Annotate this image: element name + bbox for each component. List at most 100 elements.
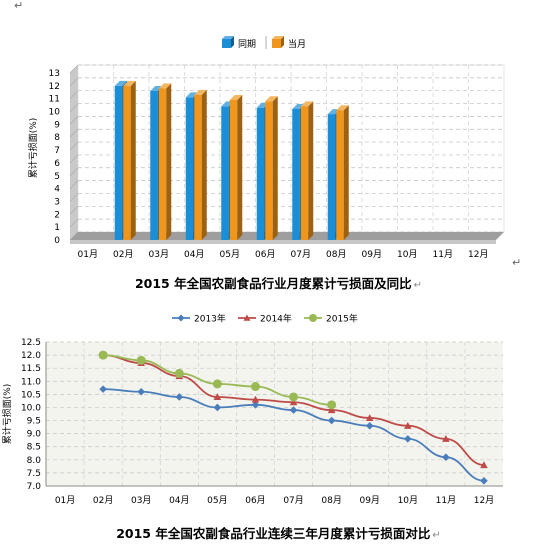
bar-current-top (300, 101, 314, 107)
bar-prior-front (114, 85, 123, 240)
y-axis-title: 累计亏损面(%) (27, 118, 39, 179)
line-chart-caption-text: 2015 年全国农副食品行业连续三年月度累计亏损面对比 (116, 526, 431, 541)
bar-current-top (336, 105, 349, 111)
bar-current-top (265, 96, 278, 102)
bar-prior-top (185, 92, 199, 98)
line-chart-panel: 7.0 7.5 8.0 8.5 9.0 9.5 10.0 10.5 11.0 11.5 12.0 12… (0, 304, 528, 516)
return-mark-top: ↵ (14, 0, 24, 12)
series-point-1 (327, 406, 336, 414)
series-point-2 (327, 400, 337, 410)
y-tick-label: 3 (54, 197, 60, 207)
legend-label: 2013年 (194, 313, 226, 325)
line-chart: 7.0 7.5 8.0 8.5 9.0 9.5 10.0 10.5 11.0 11.5 12.0 12… (1, 313, 503, 506)
x-tick-label: 06月 (245, 495, 265, 506)
y-tick-label: 9.5 (27, 417, 41, 427)
legend-marker-1 (243, 314, 251, 321)
x-tick-label: 05月 (207, 495, 227, 506)
y-tick-label: 7 (54, 146, 60, 156)
series-point-1 (213, 393, 222, 401)
bar-prior-front (292, 108, 300, 240)
y-tick-label: 5 (54, 172, 60, 182)
bar-prior-front (327, 114, 336, 240)
bar-current-front (336, 110, 344, 240)
caption1-return-mark: ↵ (413, 280, 423, 291)
bar-prior-front (150, 90, 158, 240)
y-tick-label: 7.0 (27, 482, 42, 492)
x-tick-label: 01月 (78, 249, 98, 260)
x-tick-label: 03月 (131, 495, 151, 506)
y-tick-label: 11.5 (21, 364, 41, 374)
bar-current-front (229, 99, 238, 240)
bar-current-front (194, 94, 202, 240)
side-gridline (69, 141, 79, 151)
legend-label: 2015年 (326, 313, 358, 325)
bar-prior-top (114, 80, 128, 86)
bar-current-front (123, 85, 131, 240)
y-tick-label: 1 (54, 223, 60, 233)
side-gridline (69, 154, 79, 164)
bar-current-front (300, 106, 309, 241)
side-gridline (69, 64, 79, 74)
x-tick-label: 09月 (359, 495, 379, 506)
side-gridline (69, 103, 79, 112)
bar-prior-front (256, 107, 265, 240)
series-point-2 (289, 392, 299, 402)
x-tick-label: 02月 (113, 249, 133, 260)
line-chart-caption: 2015 年全国农副食品行业连续三年月度累计亏损面对比 ↵ (0, 523, 557, 542)
floor-front (70, 240, 496, 244)
y-tick-label: 10.0 (21, 403, 41, 413)
x-tick-label: 07月 (291, 249, 311, 260)
y-tick-label: 10 (49, 108, 61, 118)
series-point-0 (480, 476, 488, 485)
x-tick-label: 02月 (93, 495, 113, 506)
side-gridline (69, 193, 79, 202)
y-tick-label: 8.0 (27, 456, 42, 466)
bar-current-top (194, 89, 207, 95)
side-gridline (69, 77, 79, 87)
side-wall (70, 65, 78, 240)
legend-swatch-prior-side (231, 36, 234, 48)
y-tick-label: 12.5 (21, 338, 41, 348)
series-point-2 (136, 355, 146, 365)
legend-swatch-current-side (281, 36, 284, 48)
x-tick-label: 11月 (433, 249, 453, 260)
y-tick-label: 11 (49, 95, 60, 105)
series-point-0 (251, 401, 260, 409)
side-gridline (69, 167, 79, 176)
series-point-1 (480, 461, 488, 469)
bar-current-front (158, 88, 167, 240)
x-tick-label: 08月 (326, 249, 346, 260)
x-tick-label: 12月 (468, 249, 488, 260)
legend-label: 当月 (288, 38, 306, 50)
bar-prior-front (185, 97, 194, 241)
back-wall (77, 64, 505, 233)
side-gridline (69, 206, 79, 215)
series-point-1 (289, 398, 298, 406)
legend-label: 同期 (238, 39, 256, 50)
x-tick-label: 03月 (149, 249, 169, 260)
bar-chart-caption: 2015 年全国农副食品行业月度累计亏损面及同比 ↵ (0, 273, 557, 292)
y-tick-label: 6 (54, 159, 60, 169)
y-tick-label: 8.5 (27, 443, 41, 453)
bar-current-side (272, 96, 278, 240)
series-point-1 (442, 435, 450, 442)
caption2-return-mark: ↵ (432, 530, 441, 541)
bar-current-side (308, 101, 314, 241)
y-tick-label: 8 (54, 133, 60, 143)
y-tick-label: 13 (49, 69, 60, 79)
y-tick-label: 7.5 (27, 469, 41, 479)
x-tick-label: 10月 (397, 249, 417, 260)
x-tick-label: 09月 (362, 249, 382, 260)
bar-prior-top (150, 85, 163, 91)
y-tick-label: 0 (54, 236, 60, 246)
x-tick-label: 10月 (398, 495, 418, 506)
bar-current-side (130, 80, 136, 240)
series-point-2 (174, 368, 184, 378)
y-tick-label: 9 (54, 120, 60, 130)
bar-prior-top (292, 103, 305, 109)
series-point-2 (212, 379, 222, 389)
x-tick-label: 06月 (255, 249, 275, 260)
series-point-0 (175, 393, 184, 401)
y-tick-label: 9.0 (27, 430, 42, 440)
legend-swatch-current-front (272, 39, 281, 48)
